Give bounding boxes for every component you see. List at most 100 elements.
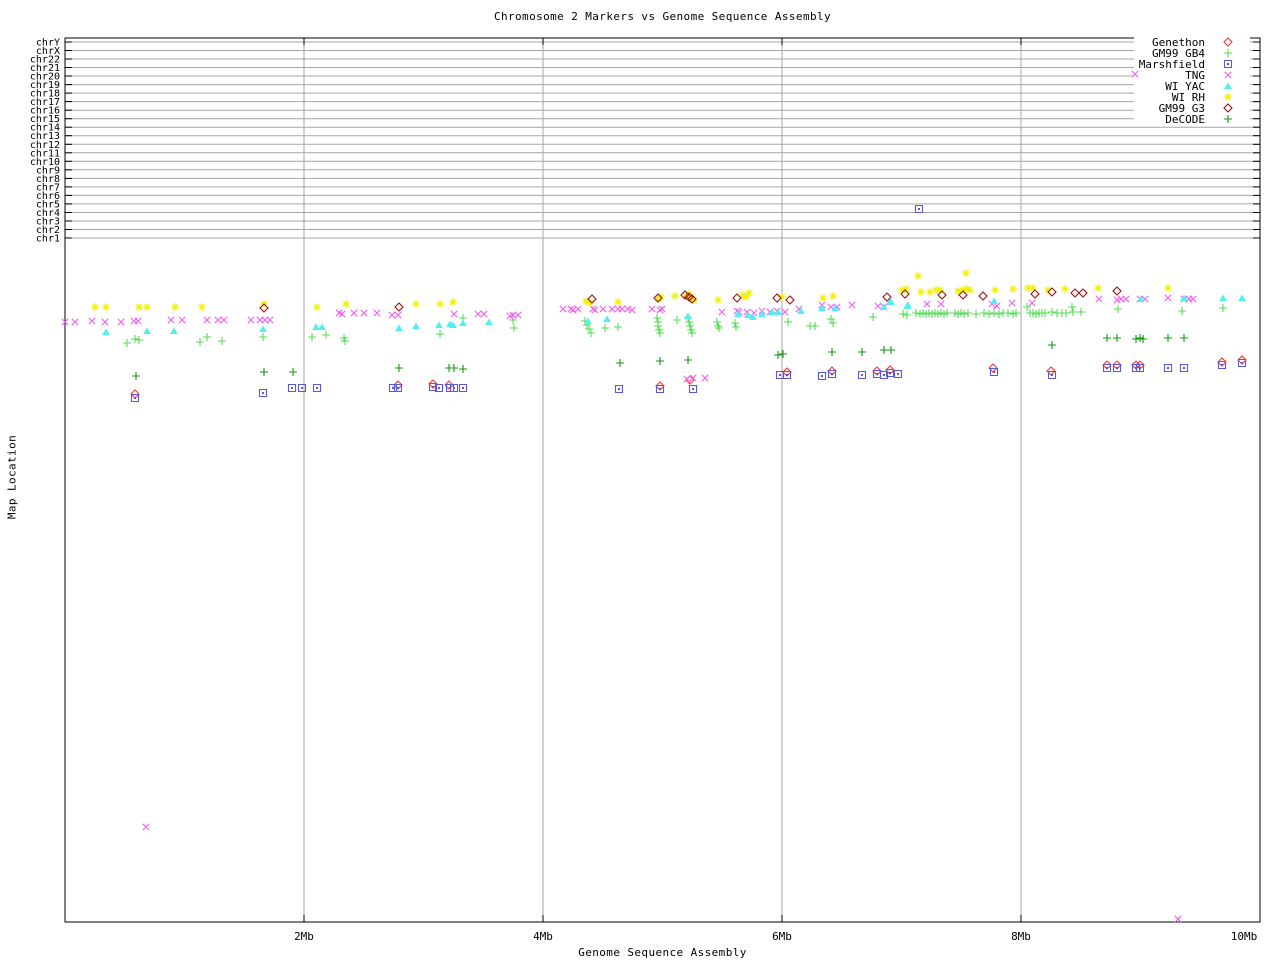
diamond-marker [259,303,269,313]
star-marker [654,295,662,303]
y-tick-label: chr15 [30,114,60,125]
x-marker [350,309,358,317]
plus-marker [1178,307,1186,315]
x-marker [266,316,274,324]
square-dot-marker [1163,363,1173,373]
chart-title: Chromosome 2 Markers vs Genome Sequence … [493,10,832,23]
plus-marker [656,329,664,337]
legend-item-wi-rh: WI RH [1172,91,1232,104]
diamond-marker [937,290,947,300]
star-marker [917,288,925,296]
legend-label: WI RH [1172,91,1205,104]
triangle-marker [774,308,782,315]
triangle-marker [758,310,766,317]
triangle-marker [312,323,320,330]
square-dot-marker [312,383,322,393]
plus-marker [912,309,920,317]
diamond-marker [882,292,892,302]
x-marker [608,305,616,313]
diamond-marker [732,293,742,303]
triangle-marker [143,327,151,334]
star-marker [966,286,974,294]
plus-marker [1114,305,1122,313]
star-marker [1044,286,1052,294]
star-marker [1029,284,1037,292]
star-marker [586,299,594,307]
plus-marker [1132,335,1140,343]
star-marker [745,289,753,297]
star-marker [954,287,962,295]
star-marker [342,300,350,308]
legend-background [1134,36,1250,126]
star-marker [690,296,698,304]
star-marker [1061,285,1069,293]
plus-marker [1012,309,1020,317]
x-marker [689,374,697,382]
star-marker [143,303,151,311]
x-marker [648,305,656,313]
triangle-marker [259,325,267,332]
square-dot-marker [857,370,867,380]
x-marker [848,301,856,309]
plus-marker [1048,341,1056,349]
x-marker [360,309,368,317]
x-marker [618,305,626,313]
x-marker [1028,299,1036,307]
star-marker [1024,284,1032,292]
star-marker [962,269,970,277]
legend-label: WI YAC [1165,80,1205,93]
plus-marker [731,319,739,327]
plus-marker [203,333,211,341]
plus-marker [436,330,444,338]
legend-label: Marshfield [1139,58,1205,71]
plus-marker [1069,308,1077,316]
plus-marker [784,318,792,326]
star-marker [778,293,786,301]
triangle-marker [318,323,326,330]
plus-marker [322,331,330,339]
legend-item-marshfield: Marshfield [1139,58,1233,71]
triangle-marker [749,313,757,320]
diamond-marker [785,295,795,305]
x-marker [117,318,125,326]
star-marker [685,290,693,298]
triangle-marker [831,304,839,311]
x-marker [338,310,346,318]
x-marker [1095,295,1103,303]
x-marker [134,317,142,325]
square-dot-marker [879,370,889,380]
square-dot-marker [872,369,882,379]
plus-marker [774,351,782,359]
plus-marker [459,365,467,373]
x-axis-title: Genome Sequence Assembly [578,946,747,959]
square-dot-marker [388,383,398,393]
y-tick-label: chr7 [36,182,60,193]
x-marker [88,317,96,325]
plus-marker [995,310,1003,318]
diamond-marker [772,293,782,303]
diamond-marker [1223,103,1233,113]
y-tick-label: chr1 [36,234,60,245]
plus-marker [308,333,316,341]
y-tick-label: chr9 [36,165,60,176]
x-marker [388,311,396,319]
star-marker [819,294,827,302]
square-dot-marker [1217,360,1227,370]
x-marker [1164,294,1172,302]
square-dot-marker [1237,358,1247,368]
legend-item-decode: DeCODE [1165,113,1232,126]
star-marker [742,293,750,301]
square-dot-marker [885,368,895,378]
plus-marker [943,309,951,317]
y-tick-label: chr13 [30,131,60,142]
plus-marker [673,316,681,324]
plus-marker [132,372,140,380]
square-dot-marker [1135,363,1145,373]
diamond-marker [958,290,968,300]
x-marker [567,305,575,313]
triangle-marker [880,303,888,310]
y-tick-label: chr8 [36,174,60,185]
x-marker [474,310,482,318]
plus-marker [601,324,609,332]
